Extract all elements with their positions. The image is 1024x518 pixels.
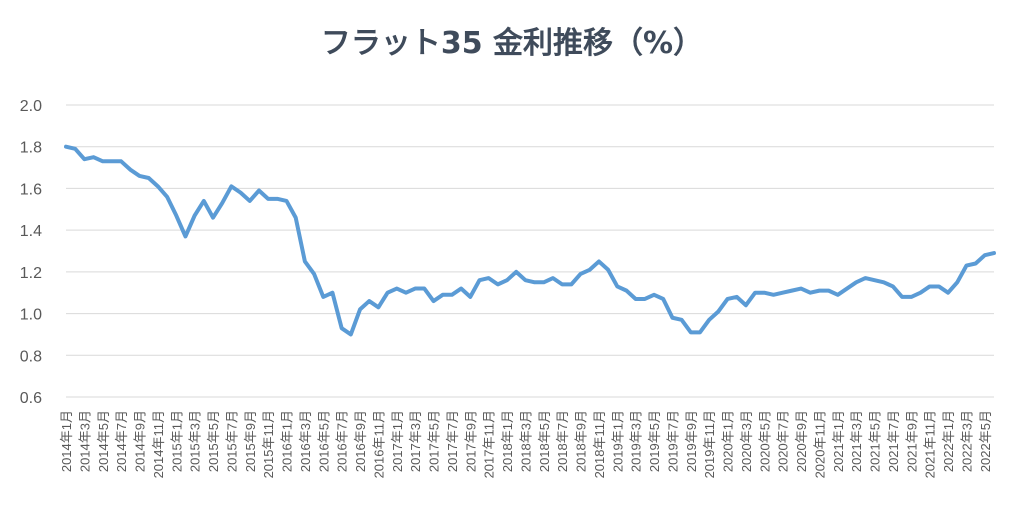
series-line [64, 144, 996, 337]
y-tick-label: 0.6 [20, 390, 42, 407]
x-tick-label: 2020年3月 [739, 410, 754, 472]
y-tick-label: 1.4 [20, 223, 42, 240]
series-layer [64, 144, 996, 337]
x-tick-label: 2021年7月 [886, 410, 901, 472]
y-axis-tick-labels: 0.6 0.8 1.0 1.2 1.4 1.6 1.8 2.0 [20, 98, 42, 407]
x-tick-label: 2018年9月 [574, 410, 589, 472]
x-tick-label: 2018年11月 [592, 410, 607, 478]
x-tick-label: 2019年9月 [684, 410, 699, 472]
x-tick-label: 2017年9月 [463, 410, 478, 472]
x-tick-label: 2014年9月 [133, 410, 148, 472]
x-tick-label: 2020年5月 [757, 410, 772, 472]
x-tick-label: 2019年11月 [702, 410, 717, 478]
x-tick-label: 2021年3月 [849, 410, 864, 472]
y-tick-label: 2.0 [20, 98, 42, 115]
x-tick-label: 2017年11月 [482, 410, 497, 478]
x-tick-label: 2020年11月 [812, 410, 827, 478]
x-tick-label: 2019年7月 [665, 410, 680, 472]
x-tick-label: 2022年3月 [959, 410, 974, 472]
y-tick-label: 1.8 [20, 140, 42, 157]
gridlines [66, 104, 994, 398]
x-tick-label: 2015年1月 [169, 410, 184, 472]
x-tick-label: 2018年5月 [537, 410, 552, 472]
x-tick-label: 2022年5月 [978, 410, 993, 472]
y-tick-label: 0.8 [20, 348, 42, 365]
x-tick-label: 2021年5月 [868, 410, 883, 472]
x-tick-label: 2016年7月 [335, 410, 350, 472]
x-tick-label: 2020年7月 [776, 410, 791, 472]
x-tick-label: 2014年5月 [96, 410, 111, 472]
x-tick-label: 2017年3月 [408, 410, 423, 472]
x-tick-label: 2021年11月 [923, 410, 938, 478]
x-tick-label: 2016年11月 [371, 410, 386, 478]
x-tick-label: 2018年7月 [555, 410, 570, 472]
x-tick-label: 2014年3月 [77, 410, 92, 472]
x-tick-label: 2018年3月 [518, 410, 533, 472]
x-tick-label: 2016年5月 [316, 410, 331, 472]
y-tick-label: 1.6 [20, 181, 42, 198]
x-tick-label: 2020年9月 [794, 410, 809, 472]
x-tick-label: 2016年3月 [298, 410, 313, 472]
y-tick-label: 1.2 [20, 265, 42, 282]
x-tick-label: 2015年9月 [243, 410, 258, 472]
x-tick-label: 2017年1月 [390, 410, 405, 472]
x-tick-label: 2022年1月 [941, 410, 956, 472]
x-tick-label: 2021年1月 [831, 410, 846, 472]
y-tick-label: 1.0 [20, 307, 42, 324]
x-tick-label: 2016年1月 [280, 410, 295, 472]
x-axis-tick-labels: 2014年1月 2014年3月 2014年5月 2014年7月 2014年9月 2014年… [59, 410, 993, 478]
x-tick-label: 2016年9月 [353, 410, 368, 472]
x-tick-label: 2015年5月 [206, 410, 221, 472]
x-tick-label: 2014年1月 [59, 410, 74, 472]
chart-title: フラット35 金利推移（%） [320, 26, 704, 61]
x-tick-label: 2018年1月 [500, 410, 515, 472]
x-tick-label: 2015年11月 [261, 410, 276, 478]
x-tick-label: 2014年7月 [114, 410, 129, 472]
x-tick-label: 2014年11月 [151, 410, 166, 478]
x-tick-label: 2020年1月 [721, 410, 736, 472]
x-tick-label: 2019年1月 [610, 410, 625, 472]
x-tick-label: 2019年5月 [647, 410, 662, 472]
x-tick-label: 2019年3月 [629, 410, 644, 472]
x-tick-label: 2015年3月 [188, 410, 203, 472]
x-tick-label: 2017年7月 [445, 410, 460, 472]
x-tick-label: 2021年9月 [904, 410, 919, 472]
x-tick-label: 2017年5月 [427, 410, 442, 472]
x-tick-label: 2015年7月 [224, 410, 239, 472]
